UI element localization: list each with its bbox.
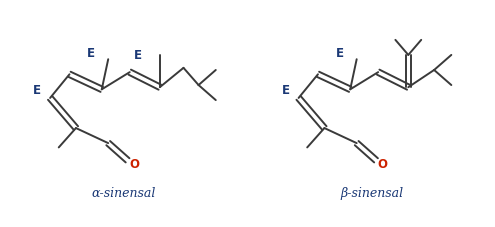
Text: O: O — [378, 157, 388, 170]
Text: O: O — [129, 157, 139, 170]
Text: E: E — [33, 84, 41, 96]
Text: α-sinensal: α-sinensal — [91, 186, 155, 199]
Text: E: E — [282, 84, 290, 96]
Text: β-sinensal: β-sinensal — [340, 186, 403, 199]
Text: E: E — [87, 47, 95, 60]
Text: E: E — [134, 49, 143, 62]
Text: E: E — [336, 47, 344, 60]
